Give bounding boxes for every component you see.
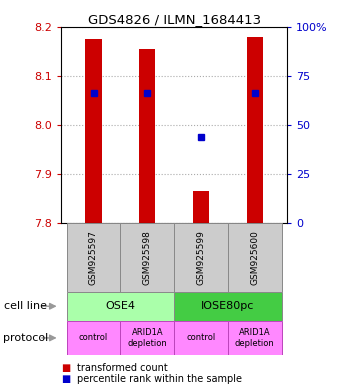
Text: IOSE80pc: IOSE80pc [201,301,254,311]
Text: GSM925600: GSM925600 [250,230,259,285]
Bar [228,321,282,355]
Bar [247,36,263,223]
Bar [174,223,228,292]
Text: transformed count: transformed count [77,363,168,373]
Bar [193,191,209,223]
Text: ■: ■ [61,363,70,373]
Text: protocol: protocol [4,333,49,343]
Bar [66,321,120,355]
Bar [228,223,282,292]
Text: OSE4: OSE4 [105,301,135,311]
Title: GDS4826 / ILMN_1684413: GDS4826 / ILMN_1684413 [88,13,261,26]
Text: GSM925598: GSM925598 [143,230,152,285]
Bar [66,223,120,292]
Text: GSM925597: GSM925597 [89,230,98,285]
Text: ARID1A
depletion: ARID1A depletion [127,328,167,348]
Bar [120,321,174,355]
Text: ARID1A
depletion: ARID1A depletion [235,328,275,348]
Text: cell line: cell line [4,301,47,311]
Bar [120,223,174,292]
Bar [174,292,282,321]
Text: GSM925599: GSM925599 [196,230,205,285]
Bar [85,39,101,223]
Text: ■: ■ [61,374,70,384]
Text: control: control [79,333,108,343]
Bar [174,321,228,355]
Text: control: control [186,333,216,343]
Bar [139,49,155,223]
Text: percentile rank within the sample: percentile rank within the sample [77,374,242,384]
Bar [66,292,174,321]
